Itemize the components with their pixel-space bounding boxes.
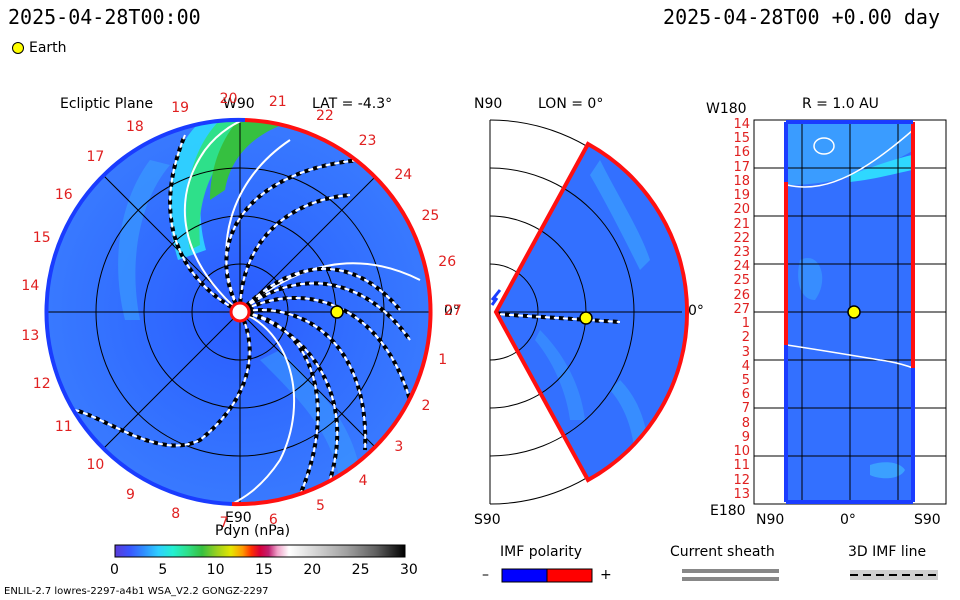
carrington-label-6: 6 xyxy=(268,511,278,528)
carrington-label-19: 19 xyxy=(171,99,190,116)
radial-map-panel xyxy=(753,119,947,505)
imf-polarity-minus: – xyxy=(482,567,489,583)
carrington-label-1: 1 xyxy=(438,351,448,368)
carrington-label-15: 15 xyxy=(32,230,51,247)
carrington-label-27: 27 xyxy=(444,303,462,319)
radial-row-label-12: 12 xyxy=(733,472,750,488)
radial-row-label-2: 2 xyxy=(741,330,750,346)
colorbar-tick-10: 10 xyxy=(206,562,225,578)
colorbar-tick-20: 20 xyxy=(303,562,322,578)
carrington-label-7: 7 xyxy=(219,514,229,531)
colorbar-tick-15: 15 xyxy=(255,562,273,578)
meridional-bottom-label: S90 xyxy=(474,512,501,528)
radial-row-label-14: 14 xyxy=(733,117,750,132)
radial-bottom-s90: S90 xyxy=(914,512,941,528)
radial-row-label-18: 18 xyxy=(733,173,750,189)
carrington-label-13: 13 xyxy=(21,327,40,344)
radial-bottom-left-label: E180 xyxy=(710,503,746,519)
right-timestamp: 2025-04-28T00 +0.00 day xyxy=(663,5,940,29)
ecliptic-right-label: 0° xyxy=(444,303,460,319)
carrington-label-18: 18 xyxy=(126,119,144,136)
radial-row-label-20: 20 xyxy=(733,202,750,218)
colorbar-tick-5: 5 xyxy=(158,562,168,578)
colorbar-tick-0: 0 xyxy=(110,562,119,578)
earth-marker-ecliptic xyxy=(330,305,344,319)
radial-bottom-n90: N90 xyxy=(756,512,785,528)
earth-legend-label: Earth xyxy=(29,40,67,56)
carrington-label-12: 12 xyxy=(32,375,51,392)
radial-row-label-1: 1 xyxy=(741,316,750,332)
radial-row-label-16: 16 xyxy=(733,145,750,161)
current-sheath-swatch xyxy=(682,569,779,581)
carrington-label-2: 2 xyxy=(421,398,431,415)
carrington-label-11: 11 xyxy=(54,419,73,436)
carrington-label-8: 8 xyxy=(171,506,181,523)
radial-row-label-24: 24 xyxy=(733,259,750,275)
earth-legend: Earth xyxy=(12,40,67,56)
earth-marker-radial xyxy=(847,305,861,319)
model-footer: ENLIL-2.7 lowres-2297-a4b1 WSA_V2.2 GONG… xyxy=(4,586,269,597)
carrington-label-23: 23 xyxy=(358,132,377,149)
ecliptic-top-label: W90 xyxy=(223,96,255,112)
ecliptic-plane-title: Ecliptic Plane xyxy=(60,96,154,112)
latitude-readout: LAT = -4.3° xyxy=(312,96,393,112)
radial-row-label-19: 19 xyxy=(733,188,750,204)
ecliptic-bottom-label: E90 xyxy=(225,510,252,526)
radial-row-label-4: 4 xyxy=(741,358,750,374)
radial-row-label-25: 25 xyxy=(733,273,750,289)
radial-row-label-6: 6 xyxy=(741,387,750,403)
radial-row-label-8: 8 xyxy=(741,415,750,431)
radial-row-label-5: 5 xyxy=(741,373,750,388)
carrington-label-22: 22 xyxy=(315,108,334,125)
meridional-title: LON = 0° xyxy=(538,96,604,112)
radial-row-label-15: 15 xyxy=(733,131,750,147)
radial-row-label-22: 22 xyxy=(733,230,750,246)
carrington-label-16: 16 xyxy=(54,186,73,203)
colorbar-tick-30: 30 xyxy=(400,562,418,578)
carrington-label-9: 9 xyxy=(126,486,135,503)
radial-row-label-10: 10 xyxy=(733,444,750,460)
radial-row-label-26: 26 xyxy=(733,287,750,303)
earth-marker-meridional xyxy=(579,311,593,325)
imf-line-swatch xyxy=(850,570,938,580)
left-timestamp: 2025-04-28T00:00 xyxy=(8,5,201,29)
carrington-label-5: 5 xyxy=(315,497,325,514)
radial-title: R = 1.0 AU xyxy=(802,96,879,112)
meridional-plane-panel xyxy=(489,119,690,505)
meridional-right-label: 0° xyxy=(688,303,704,319)
radial-row-label-23: 23 xyxy=(733,245,750,260)
carrington-label-21: 21 xyxy=(268,94,287,111)
radial-row-label-17: 17 xyxy=(733,159,750,175)
radial-row-label-21: 21 xyxy=(733,216,750,232)
radial-row-label-3: 3 xyxy=(741,344,750,360)
colorbar-tick-25: 25 xyxy=(351,562,370,578)
carrington-label-17: 17 xyxy=(86,148,105,165)
radial-bottom-zero: 0° xyxy=(840,512,856,528)
radial-row-label-13: 13 xyxy=(733,486,750,502)
carrington-label-10: 10 xyxy=(86,457,105,474)
carrington-label-20: 20 xyxy=(219,91,238,108)
imf-polarity-title: IMF polarity xyxy=(500,544,583,560)
carrington-label-14: 14 xyxy=(21,278,40,295)
carrington-label-4: 4 xyxy=(358,473,368,490)
imf-polarity-plus: + xyxy=(600,567,612,583)
ecliptic-plane-panel xyxy=(44,117,433,507)
carrington-label-26: 26 xyxy=(438,254,457,271)
imf-polarity-swatch xyxy=(501,568,593,583)
radial-row-label-7: 7 xyxy=(741,401,750,417)
radial-row-label-27: 27 xyxy=(733,301,750,317)
carrington-label-25: 25 xyxy=(421,207,440,224)
pdyn-colorbar xyxy=(114,544,406,558)
radial-top-left-label: W180 xyxy=(706,101,747,117)
meridional-top-label: N90 xyxy=(474,96,503,112)
carrington-label-24: 24 xyxy=(394,166,413,183)
current-sheath-title: Current sheath xyxy=(670,544,775,560)
radial-row-label-11: 11 xyxy=(733,458,750,474)
carrington-label-3: 3 xyxy=(394,439,404,456)
radial-row-label-9: 9 xyxy=(741,429,750,445)
colorbar-title: Pdyn (nPa) xyxy=(215,523,291,539)
imf-line-title: 3D IMF line xyxy=(848,544,927,560)
earth-marker-icon xyxy=(12,42,24,54)
